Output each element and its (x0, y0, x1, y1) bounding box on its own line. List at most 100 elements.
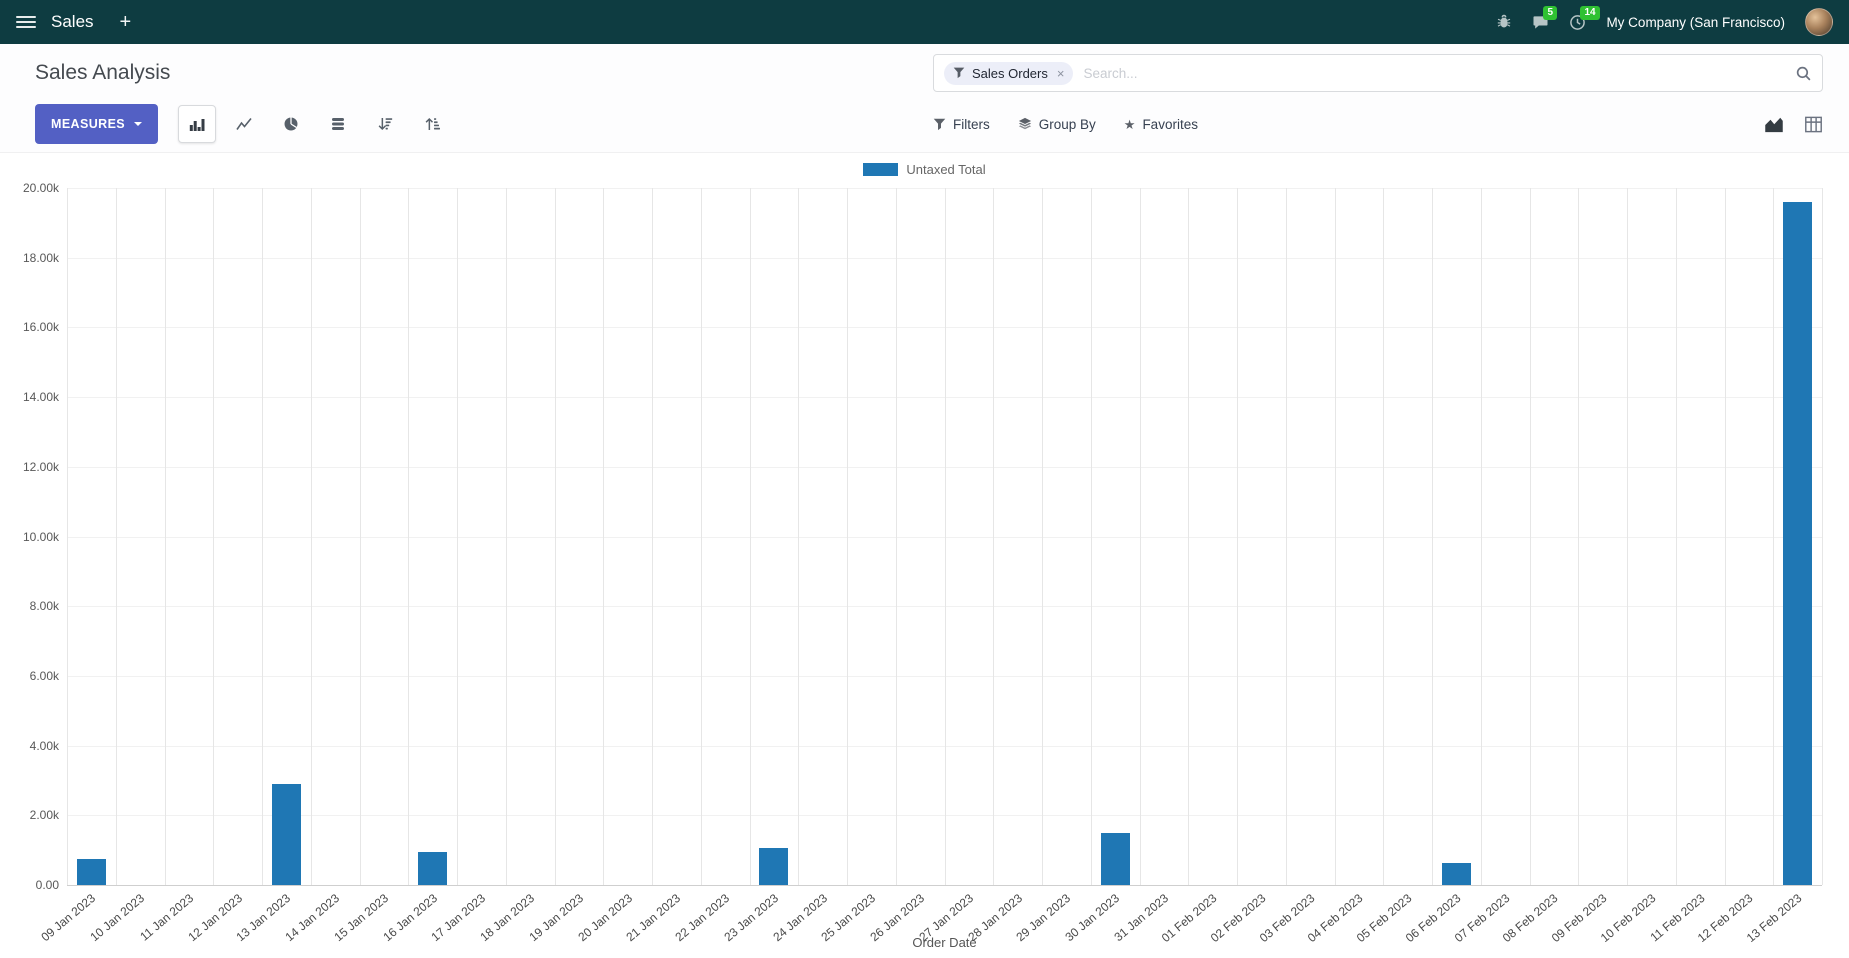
filters-button[interactable]: Filters (933, 117, 990, 132)
sort-ascending-icon (425, 118, 441, 130)
control-panel: Sales Analysis Sales Orders × MEASURES (0, 44, 1849, 153)
grid-line-vertical (1090, 188, 1092, 885)
filters-label: Filters (953, 116, 990, 132)
grid-line-vertical (1042, 188, 1043, 885)
grid-line-vertical (700, 188, 702, 885)
bar-chart-button[interactable] (178, 105, 217, 143)
messages-badge: 5 (1543, 5, 1557, 20)
grid-line-vertical (652, 188, 653, 885)
grid-line-vertical (1578, 188, 1580, 885)
measures-button[interactable]: MEASURES (35, 104, 159, 144)
x-axis-title: Order Date (912, 935, 977, 950)
legend-swatch (863, 163, 899, 176)
top-navbar: Sales + 5 14 My Company (San Francisco) (0, 0, 1849, 44)
apps-menu-icon[interactable] (16, 16, 36, 28)
debug-bug-icon[interactable] (1496, 14, 1512, 30)
bar[interactable] (1100, 832, 1130, 885)
grid-line-vertical (1724, 188, 1726, 885)
bar[interactable] (418, 851, 448, 885)
y-axis-tick-label: 20.00k (22, 181, 59, 195)
grid-line-vertical (213, 188, 215, 885)
star-icon: ★ (1123, 116, 1136, 132)
search-tools: Filters Group By ★ Favorites (933, 117, 1198, 132)
chevron-down-icon (134, 122, 143, 126)
sort-descending-button[interactable] (366, 105, 404, 143)
search-icon[interactable] (1795, 65, 1812, 82)
toolbar-row: MEASURES (35, 102, 1823, 146)
filter-funnel-icon (953, 67, 965, 79)
pie-chart-icon (284, 117, 298, 131)
group-by-button[interactable]: Group By (1018, 117, 1096, 132)
bar[interactable] (1783, 201, 1813, 885)
bar-chart-icon (189, 119, 205, 131)
y-axis-tick-label: 16.00k (22, 320, 59, 335)
messages-button[interactable]: 5 (1532, 5, 1557, 31)
bar[interactable] (1441, 863, 1471, 885)
area-chart-icon (1765, 117, 1783, 133)
grid-line-vertical (1139, 188, 1141, 885)
grid-line-vertical (1432, 188, 1433, 885)
search-facet[interactable]: Sales Orders × (944, 61, 1074, 85)
grid-line-vertical (164, 188, 166, 885)
facet-remove-icon[interactable]: × (1056, 65, 1065, 81)
y-axis-tick-label: 6.00k (29, 668, 59, 683)
grid-line-vertical (67, 188, 68, 885)
y-axis-tick-label: 12.00k (22, 459, 59, 474)
bar[interactable] (759, 848, 789, 885)
sort-ascending-button[interactable] (413, 105, 451, 143)
sort-descending-icon (378, 118, 393, 130)
line-chart-button[interactable] (225, 105, 263, 143)
y-axis-tick-label: 4.00k (29, 738, 59, 753)
y-axis-tick-label: 2.00k (29, 808, 59, 823)
grid-line-horizontal (67, 885, 1822, 886)
bug-icon (1498, 14, 1511, 28)
chart-legend[interactable]: Untaxed Total (0, 162, 1849, 177)
grid-line-vertical (1237, 188, 1238, 885)
pivot-table-icon (1805, 116, 1822, 132)
activities-button[interactable]: 14 (1569, 5, 1600, 31)
grid-line-vertical (1675, 188, 1677, 885)
grid-line-vertical (457, 188, 458, 885)
legend-label: Untaxed Total (906, 162, 986, 177)
pie-chart-button[interactable] (272, 105, 310, 143)
line-chart-icon (236, 117, 252, 130)
group-by-label: Group By (1038, 116, 1096, 132)
chart-section: Untaxed Total Order Date 0.00 2.00k 4.00k 6… (0, 162, 1849, 950)
favorites-button[interactable]: ★ Favorites (1124, 117, 1198, 132)
grid-line-vertical (554, 188, 556, 885)
grid-line-vertical (1383, 188, 1385, 885)
systray: 5 14 My Company (San Francisco) (1496, 5, 1833, 36)
favorites-label: Favorites (1142, 116, 1198, 132)
grid-line-vertical (1480, 188, 1482, 885)
stacked-layers-icon (332, 118, 345, 130)
graph-view-button[interactable] (1764, 114, 1784, 134)
grid-line-vertical (1285, 188, 1287, 885)
grid-line-vertical (1822, 188, 1823, 885)
company-switcher[interactable]: My Company (San Francisco) (1606, 14, 1785, 30)
filter-funnel-icon (933, 118, 946, 131)
grid-line-vertical (603, 188, 605, 885)
grid-line-vertical (359, 188, 361, 885)
grid-line-vertical (749, 188, 751, 885)
bar[interactable] (271, 783, 301, 885)
pivot-view-button[interactable] (1804, 115, 1823, 134)
y-axis-tick-label: 18.00k (22, 250, 59, 265)
grid-line-vertical (993, 188, 995, 885)
view-switcher (1764, 114, 1823, 134)
search-bar[interactable]: Sales Orders × (933, 54, 1823, 92)
grid-line-vertical (944, 188, 946, 885)
grid-line-vertical (505, 188, 507, 885)
stacked-toggle-button[interactable] (319, 105, 357, 143)
search-input[interactable] (1081, 64, 1787, 82)
grid-line-vertical (798, 188, 800, 885)
new-plus-icon[interactable]: + (119, 11, 132, 33)
grid-line-vertical (115, 188, 117, 885)
activities-badge: 14 (1580, 5, 1600, 20)
clock-icon (1570, 14, 1586, 30)
grid-line-vertical (408, 188, 410, 885)
user-avatar[interactable] (1805, 8, 1833, 36)
app-name[interactable]: Sales (51, 12, 94, 31)
bar-chart-plot: Order Date 0.00 2.00k 4.00k 6.00k 8.00k 10.00… (23, 181, 1823, 950)
y-axis-tick-label: 10.00k (22, 529, 59, 544)
bar[interactable] (76, 858, 106, 885)
